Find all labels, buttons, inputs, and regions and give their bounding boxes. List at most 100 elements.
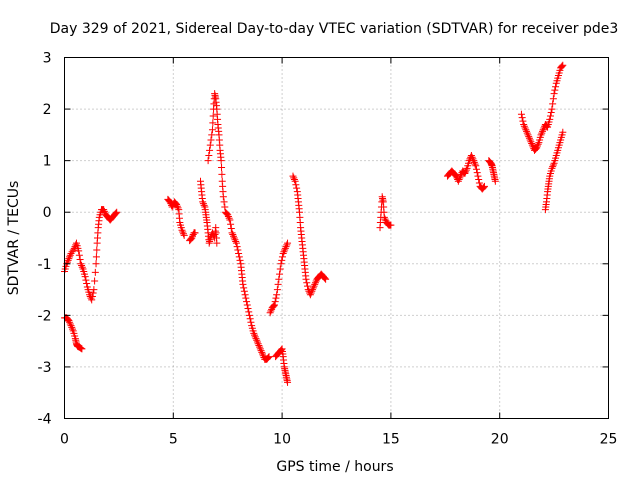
data-point (180, 231, 188, 239)
data-point (270, 301, 278, 309)
data-points (61, 61, 567, 386)
data-point (256, 345, 264, 353)
data-point (65, 255, 73, 263)
data-point (188, 234, 196, 242)
data-point (462, 168, 470, 176)
x-tick-label: 10 (273, 432, 291, 448)
data-point (76, 255, 84, 263)
data-point (277, 260, 285, 268)
data-point (520, 121, 528, 129)
data-point (547, 109, 555, 117)
data-point (454, 177, 462, 185)
data-point (65, 317, 73, 325)
data-point (281, 244, 289, 252)
data-point (68, 325, 76, 333)
data-point (302, 275, 310, 283)
data-point (66, 320, 74, 328)
x-tick-label: 0 (60, 432, 69, 448)
data-point (387, 221, 395, 229)
data-point (270, 302, 278, 310)
data-point (280, 248, 288, 256)
data-point (250, 329, 258, 337)
data-point (179, 230, 187, 238)
y-tick-label: 2 (43, 102, 52, 118)
x-tick-labels: 0 5 10 15 20 25 (60, 432, 617, 448)
data-point (521, 124, 529, 132)
data-point (174, 204, 182, 212)
data-point (282, 243, 290, 251)
data-point (523, 127, 531, 135)
data-point (247, 318, 255, 326)
data-point (537, 131, 545, 139)
data-point (539, 126, 547, 134)
data-point (534, 140, 542, 148)
y-tick-label: -3 (38, 360, 52, 376)
data-point (173, 200, 181, 208)
data-point (558, 62, 566, 70)
y-tick-label: -1 (38, 257, 52, 273)
y-tick-labels: -4 -3 -2 -1 0 1 2 3 (38, 51, 52, 428)
data-point (206, 146, 214, 154)
data-point (525, 133, 533, 141)
data-point (292, 181, 300, 189)
data-point (66, 251, 74, 259)
data-point (88, 292, 96, 300)
data-point (93, 246, 101, 254)
data-point (256, 343, 264, 351)
data-point (191, 229, 199, 237)
data-point (307, 289, 315, 297)
data-point (178, 226, 186, 234)
data-point (472, 162, 480, 170)
data-point (552, 83, 560, 91)
data-point (480, 183, 488, 191)
data-point (235, 249, 243, 257)
data-point (246, 315, 254, 323)
data-point (200, 201, 208, 209)
data-point (232, 237, 240, 245)
data-point (264, 353, 272, 361)
data-point (306, 291, 314, 299)
data-point (520, 122, 528, 130)
data-point (528, 139, 536, 147)
data-point (251, 333, 259, 341)
data-point (474, 172, 482, 180)
data-point (519, 117, 527, 125)
data-point (293, 184, 301, 192)
y-tick-label: 0 (43, 205, 52, 221)
data-point (89, 289, 97, 297)
data-point (491, 177, 499, 185)
data-point (255, 341, 263, 349)
data-point (82, 276, 90, 284)
data-point (559, 128, 567, 136)
data-point (245, 311, 253, 319)
data-point (266, 309, 274, 317)
data-point (112, 209, 120, 217)
data-point (518, 114, 526, 122)
data-point (290, 176, 298, 184)
data-point (253, 338, 261, 346)
data-point (257, 347, 265, 355)
data-point (67, 322, 75, 330)
data-point (550, 90, 558, 98)
data-point (278, 256, 286, 264)
data-point (88, 296, 96, 304)
data-point (380, 213, 388, 221)
y-axis-label: SDTVAR / TECUs (6, 181, 22, 296)
data-point (472, 165, 480, 173)
data-point (549, 161, 557, 169)
data-point (78, 345, 86, 353)
data-point (457, 172, 465, 180)
data-point (244, 304, 252, 312)
data-point (75, 251, 83, 259)
data-point (291, 177, 299, 185)
data-point (209, 119, 217, 127)
data-point (226, 216, 234, 224)
data-point (267, 307, 275, 315)
data-point (240, 287, 248, 295)
data-point (77, 344, 85, 352)
data-point (468, 153, 476, 161)
data-point (526, 136, 534, 144)
data-point (100, 207, 108, 215)
data-point (253, 336, 261, 344)
data-point (473, 169, 481, 177)
